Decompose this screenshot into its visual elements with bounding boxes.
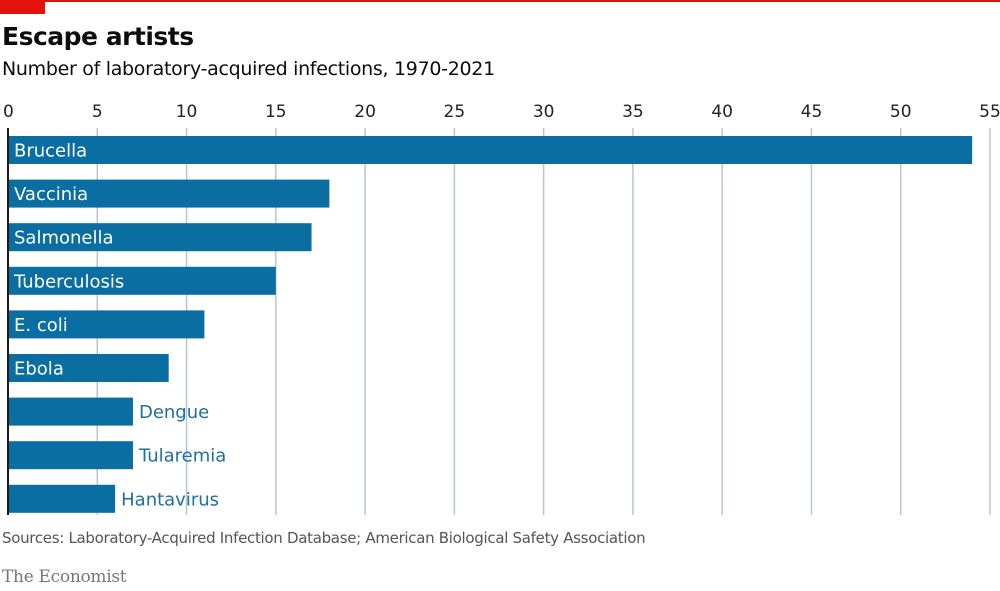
x-tick-label: 40 [711, 102, 733, 122]
category-label: Salmonella [14, 228, 114, 249]
x-tick-label: 45 [801, 102, 823, 122]
bar-labels: Brucella Vaccinia Salmonella Tuberculosis E.… [13, 141, 226, 511]
x-tick-label: 5 [92, 102, 103, 122]
x-tick-label: 50 [890, 102, 912, 122]
x-tick-label: 20 [354, 102, 376, 122]
category-label: Ebola [14, 359, 64, 380]
x-tick-label: 55 [979, 102, 1000, 122]
bar-brucella [8, 136, 973, 164]
bars [8, 136, 973, 513]
x-axis-ticks: 0 5 10 15 20 25 30 35 40 45 50 55 [3, 102, 1000, 122]
chart-title: Escape artists [2, 22, 194, 51]
category-label: Tularemia [138, 446, 226, 467]
x-tick-label: 35 [622, 102, 644, 122]
bar-ebola [8, 354, 169, 382]
x-tick-label: 10 [176, 102, 198, 122]
brand-logo: The Economist [2, 567, 127, 587]
chart-subtitle: Number of laboratory-acquired infections… [2, 58, 495, 80]
source-note: Sources: Laboratory-Acquired Infection D… [2, 529, 646, 547]
category-label: Dengue [139, 402, 209, 423]
bar-vaccinia [8, 179, 330, 208]
category-label: Hantavirus [121, 489, 219, 510]
bar-salmonella [8, 223, 312, 252]
top-rule [0, 0, 1000, 2]
x-tick-label: 25 [444, 102, 466, 122]
x-tick-label: 15 [265, 102, 287, 122]
category-label: E. coli [14, 315, 68, 336]
bar-hantavirus [8, 484, 116, 513]
brand-red-tag [0, 0, 45, 14]
bar-dengue [8, 397, 133, 426]
bar-e-coli [8, 310, 205, 339]
bar-chart: 0 5 10 15 20 25 30 35 40 45 50 55 Brucella Vaccinia S… [3, 102, 1000, 515]
category-label: Tuberculosis [13, 271, 124, 292]
x-tick-label: 30 [533, 102, 555, 122]
bar-tuberculosis [8, 266, 276, 295]
category-label: Brucella [14, 141, 87, 162]
category-label: Vaccinia [14, 184, 88, 205]
x-tick-label: 0 [3, 102, 14, 122]
bar-tularemia [8, 441, 133, 470]
